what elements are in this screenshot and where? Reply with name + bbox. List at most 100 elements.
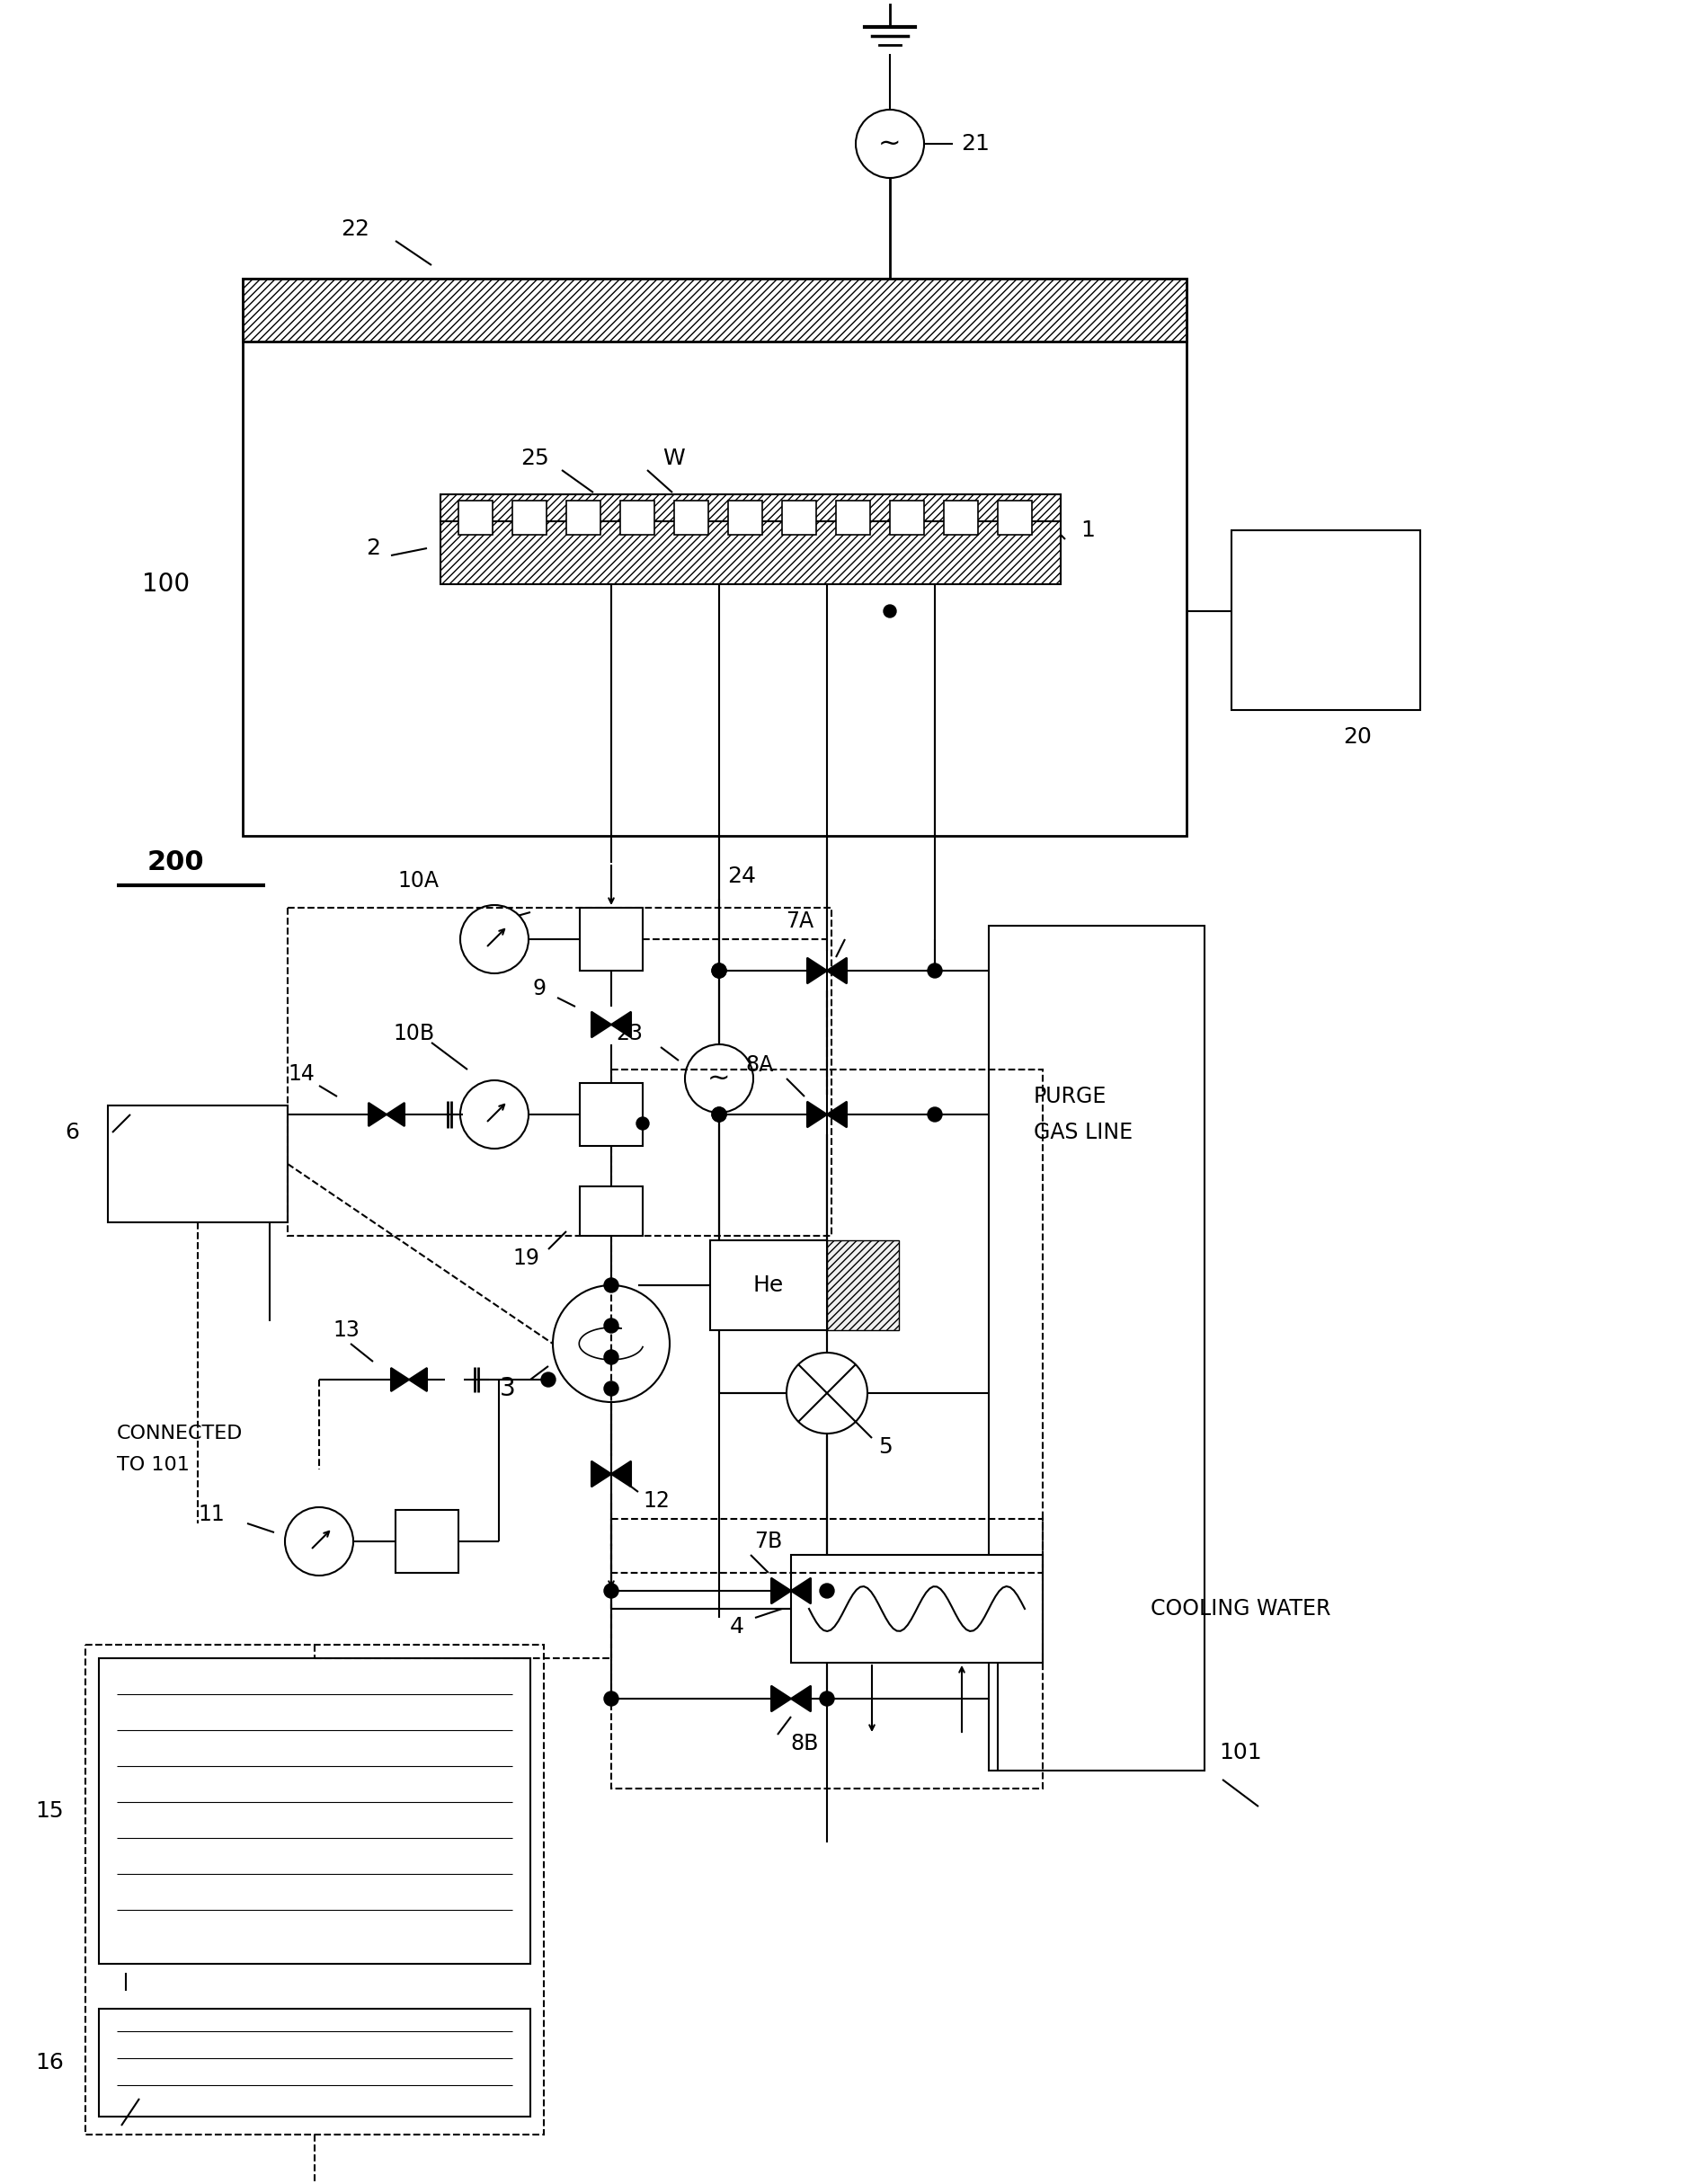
Text: 14: 14: [287, 1064, 314, 1085]
Circle shape: [552, 1284, 669, 1402]
Bar: [287, 909, 830, 1236]
Bar: [890, 500, 924, 535]
Text: 10B: 10B: [392, 1022, 435, 1044]
Polygon shape: [611, 1461, 630, 1487]
Circle shape: [711, 1107, 727, 1123]
Circle shape: [820, 1690, 834, 1706]
Bar: [396, 1509, 458, 1572]
Text: 9: 9: [531, 978, 545, 1000]
Text: 12: 12: [642, 1489, 669, 1511]
Circle shape: [460, 1081, 528, 1149]
Text: 8A: 8A: [745, 1055, 773, 1077]
Circle shape: [927, 963, 941, 978]
Circle shape: [604, 1278, 618, 1293]
Text: 16: 16: [36, 2053, 65, 2073]
Bar: [579, 1186, 642, 1236]
Bar: [565, 500, 599, 535]
Text: He: He: [752, 1275, 783, 1295]
Text: 101: 101: [1219, 1743, 1262, 1762]
Text: COOLING WATER: COOLING WATER: [1150, 1599, 1330, 1621]
Circle shape: [711, 1107, 727, 1123]
Bar: [781, 500, 815, 535]
Circle shape: [604, 1319, 618, 1332]
Text: 25: 25: [520, 448, 548, 470]
Bar: [791, 1555, 1043, 1662]
Text: 100: 100: [143, 572, 190, 596]
Bar: [997, 500, 1031, 535]
Polygon shape: [409, 1367, 426, 1391]
Text: TO 101: TO 101: [117, 1457, 190, 1474]
Bar: [243, 280, 1185, 836]
Circle shape: [820, 1583, 834, 1599]
Bar: [440, 522, 1060, 583]
Text: PURGE: PURGE: [1032, 1085, 1107, 1107]
Text: 8B: 8B: [790, 1732, 818, 1754]
Bar: [98, 1658, 530, 1963]
Bar: [728, 500, 762, 535]
Text: W: W: [662, 448, 684, 470]
Circle shape: [927, 1107, 941, 1123]
Polygon shape: [591, 1461, 611, 1487]
Circle shape: [460, 904, 528, 974]
Bar: [611, 1070, 1043, 1572]
Text: GAS LINE: GAS LINE: [1032, 1123, 1133, 1142]
Polygon shape: [807, 959, 827, 983]
Polygon shape: [387, 1103, 404, 1127]
Text: 23: 23: [615, 1022, 642, 1044]
Text: 7B: 7B: [754, 1531, 783, 1553]
Text: 1: 1: [1080, 520, 1094, 542]
Bar: [579, 1083, 642, 1147]
Polygon shape: [827, 1101, 846, 1127]
Bar: [107, 1105, 287, 1223]
Text: CONNECTED: CONNECTED: [117, 1424, 243, 1441]
Polygon shape: [771, 1686, 791, 1712]
Text: ~: ~: [878, 131, 902, 157]
Polygon shape: [391, 1367, 409, 1391]
Text: 6: 6: [65, 1123, 80, 1142]
Text: ~: ~: [708, 1066, 730, 1092]
Circle shape: [604, 1382, 618, 1396]
Circle shape: [856, 109, 924, 177]
Bar: [458, 500, 492, 535]
Bar: [440, 494, 1060, 522]
Bar: [1231, 531, 1420, 710]
Polygon shape: [827, 959, 846, 983]
Polygon shape: [611, 1011, 630, 1037]
Text: 15: 15: [36, 1800, 63, 1821]
Bar: [85, 1645, 543, 2134]
Bar: [674, 500, 708, 535]
Bar: [98, 2009, 530, 2116]
Circle shape: [604, 1350, 618, 1365]
Text: 3: 3: [499, 1376, 516, 1402]
Circle shape: [684, 1044, 752, 1112]
Text: 7A: 7A: [786, 911, 813, 933]
Text: 19: 19: [513, 1247, 538, 1269]
Circle shape: [711, 963, 727, 978]
Circle shape: [542, 1372, 555, 1387]
Text: 5: 5: [878, 1437, 891, 1457]
Bar: [988, 926, 1204, 1771]
Circle shape: [604, 1583, 618, 1599]
Text: 20: 20: [1343, 727, 1370, 747]
Text: 13: 13: [333, 1319, 360, 1341]
Text: 10A: 10A: [397, 869, 438, 891]
Circle shape: [285, 1507, 353, 1575]
Text: 2: 2: [365, 537, 380, 559]
Polygon shape: [807, 1101, 827, 1127]
Bar: [944, 500, 978, 535]
Bar: [513, 500, 547, 535]
Text: 11: 11: [197, 1503, 224, 1524]
Bar: [827, 1241, 898, 1330]
Bar: [835, 500, 869, 535]
Text: 21: 21: [961, 133, 990, 155]
Text: 200: 200: [146, 850, 204, 876]
Polygon shape: [791, 1579, 810, 1603]
Bar: [710, 1241, 827, 1330]
Polygon shape: [591, 1011, 611, 1037]
Polygon shape: [368, 1103, 387, 1127]
Circle shape: [711, 963, 727, 978]
Bar: [579, 909, 642, 970]
Circle shape: [883, 605, 897, 618]
Polygon shape: [771, 1579, 791, 1603]
Text: 24: 24: [727, 865, 756, 887]
